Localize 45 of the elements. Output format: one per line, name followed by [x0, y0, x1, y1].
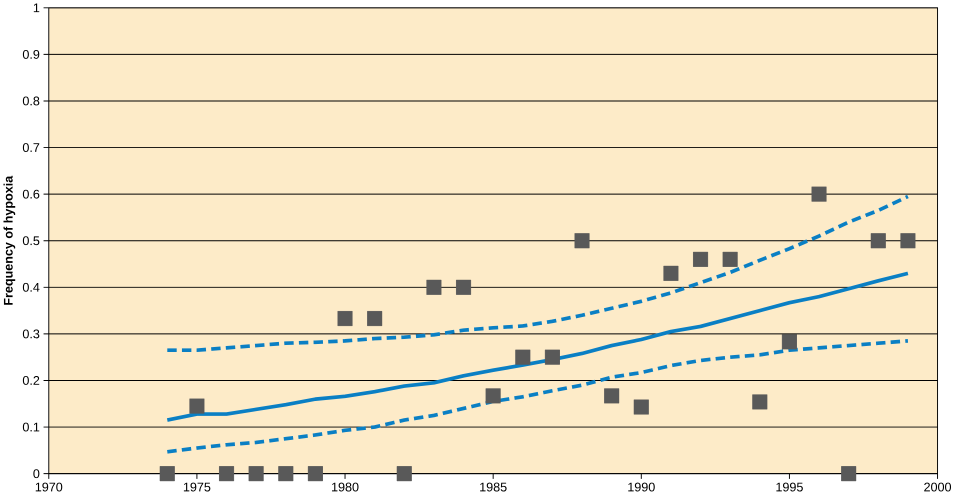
point	[604, 388, 620, 404]
point	[663, 266, 678, 281]
point	[870, 233, 886, 248]
point	[515, 350, 530, 365]
y-tick-label: 0.4	[22, 282, 40, 292]
x-tick-label: 1970	[36, 482, 62, 492]
y-tick-label: 1	[34, 4, 40, 12]
x-tick-label: 1990	[628, 482, 655, 492]
point	[456, 280, 472, 295]
point	[278, 466, 294, 482]
point	[841, 466, 856, 482]
point	[396, 466, 412, 482]
y-tick-label: 0.5	[22, 236, 40, 246]
x-tick-label: 1975	[184, 482, 210, 492]
point	[812, 186, 827, 202]
y-tick-label: 0.7	[22, 143, 40, 152]
point	[160, 466, 175, 482]
y-tick-label: 0.6	[22, 190, 40, 199]
y-tick-label: 0.2	[22, 376, 40, 385]
point	[367, 311, 382, 326]
point	[634, 400, 649, 415]
y-tick-label: 0.1	[22, 422, 40, 432]
point	[486, 388, 501, 404]
point	[574, 233, 590, 248]
point	[248, 466, 264, 482]
y-tick-label: 0.8	[22, 96, 40, 106]
point	[308, 466, 323, 482]
y-tick-label: 0.9	[22, 50, 40, 59]
point	[900, 233, 916, 248]
point	[722, 252, 738, 267]
point	[782, 334, 797, 350]
point	[218, 466, 234, 482]
x-tick-label: 2000	[924, 482, 952, 492]
point	[544, 350, 560, 365]
x-tick-label: 1985	[480, 482, 507, 492]
point	[693, 252, 708, 267]
x-tick-label: 1980	[332, 482, 359, 492]
point	[752, 394, 768, 410]
y-tick-label: 0.3	[22, 329, 40, 338]
y-tick-label: 0	[33, 469, 40, 478]
point	[189, 398, 204, 414]
x-tick-label: 1995	[776, 482, 803, 492]
y-axis-title: Frequency of hypoxia	[3, 176, 16, 305]
point	[426, 280, 442, 295]
point	[337, 311, 353, 326]
